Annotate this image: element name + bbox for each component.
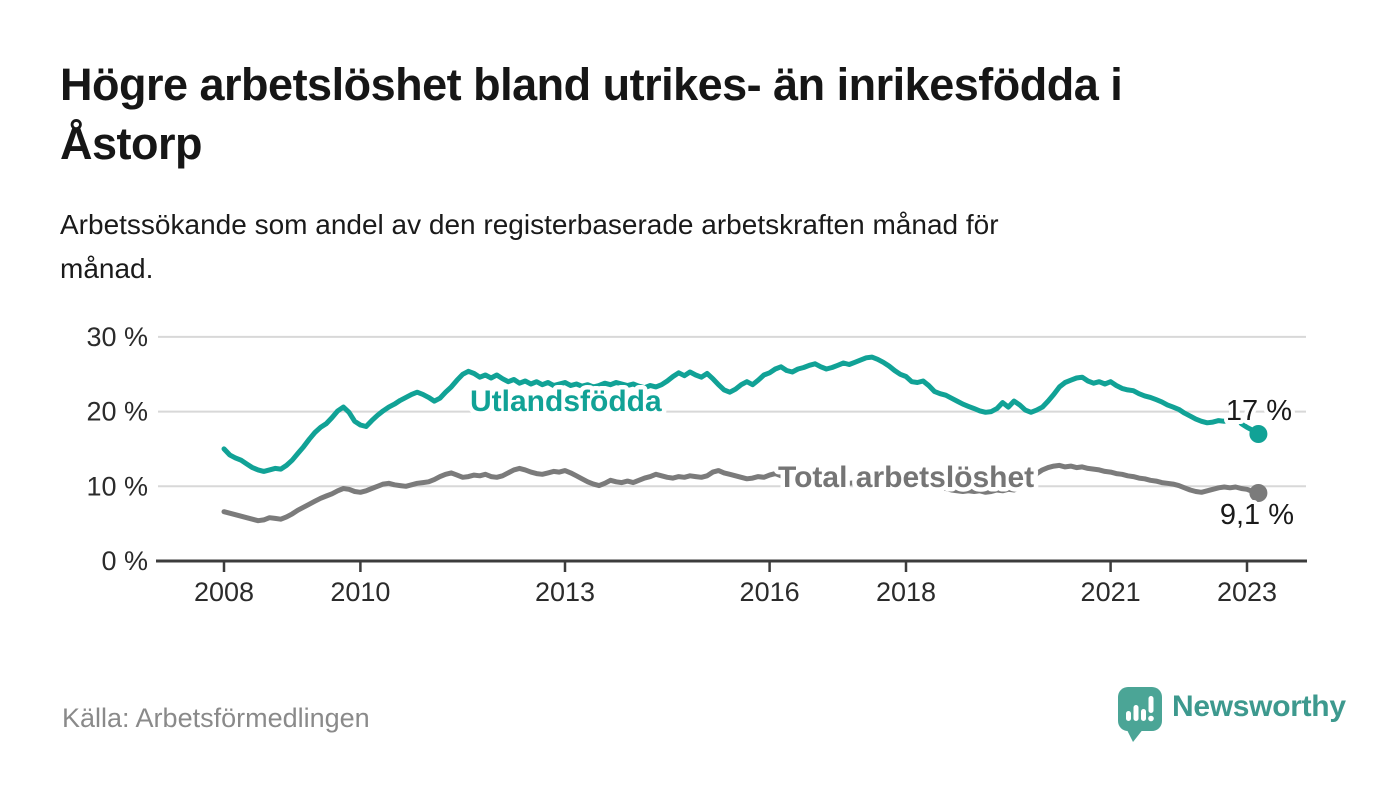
title-line-1: Högre arbetslöshet bland utrikes- än inr… xyxy=(60,59,1123,110)
source-note: Källa: Arbetsförmedlingen xyxy=(62,703,370,733)
x-axis-label: 2021 xyxy=(1081,577,1141,607)
x-axis-label: 2013 xyxy=(535,577,595,607)
y-axis-label: 20 % xyxy=(86,397,148,427)
y-axis-label: 10 % xyxy=(86,471,148,501)
series-end-dot xyxy=(1249,484,1268,502)
y-axis-label: 30 % xyxy=(86,322,148,352)
title-line-2: Åstorp xyxy=(60,117,203,169)
series-end-dot xyxy=(1249,425,1268,443)
newsworthy-logo-icon xyxy=(1118,687,1162,742)
series-label: Utlandsfödda xyxy=(470,385,662,418)
x-axis-label: 2008 xyxy=(194,577,254,607)
subtitle-line-2: månad. xyxy=(60,252,154,284)
x-axis-label: 2023 xyxy=(1217,577,1277,607)
x-axis-label: 2018 xyxy=(876,577,936,607)
chart-title: Högre arbetslöshet bland utrikes- än inr… xyxy=(60,56,1123,174)
series-line-utlandsfodda xyxy=(221,354,1261,474)
series-line-total xyxy=(221,462,1261,524)
end-value-label: 9,1 % xyxy=(1220,499,1294,531)
y-axis-label: 0 % xyxy=(101,546,148,576)
chart-subtitle: Arbetssökande som andel av den registerb… xyxy=(60,203,999,291)
x-axis-label: 2016 xyxy=(740,577,800,607)
series-label: Total arbetslöshet xyxy=(778,461,1034,494)
subtitle-line-1: Arbetssökande som andel av den registerb… xyxy=(60,209,999,240)
newsworthy-logo: Newsworthy xyxy=(1117,687,1346,744)
x-axis-label: 2010 xyxy=(330,577,390,607)
end-value-label: 17 % xyxy=(1226,395,1292,427)
newsworthy-wordmark: Newsworthy xyxy=(1172,690,1346,723)
